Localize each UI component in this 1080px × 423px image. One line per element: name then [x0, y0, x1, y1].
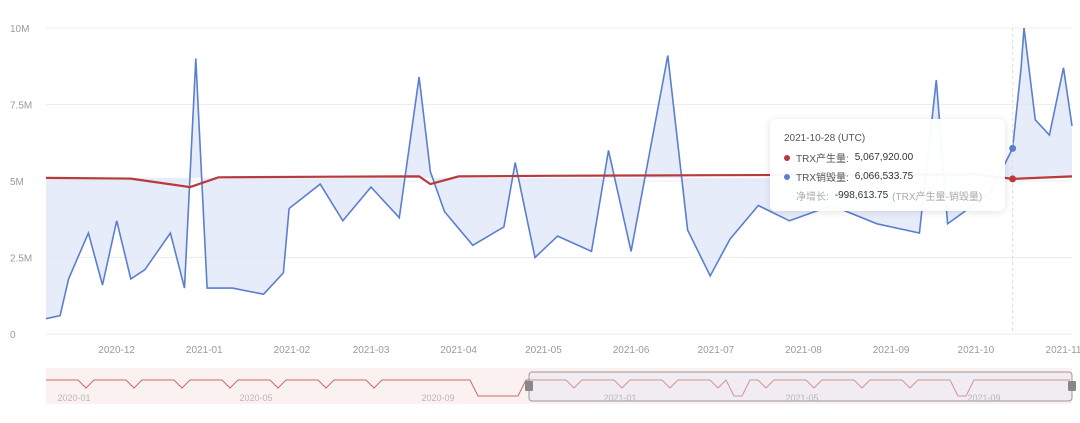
- burned-legend-dot: [784, 173, 790, 180]
- navigator-handle-right: [1068, 381, 1076, 391]
- x-tick-label: 2020-12: [98, 345, 135, 356]
- navigator-tick-label: 2021-05: [785, 393, 818, 403]
- x-tick-label: 2021-05: [525, 345, 562, 356]
- y-tick-label: 7.5M: [10, 101, 32, 112]
- x-tick-label: 2021-07: [698, 345, 735, 356]
- navigator-tick-label: 2020-09: [421, 393, 454, 403]
- x-tick-label: 2021-10: [958, 345, 995, 356]
- tooltip-row-net: 净增长: -998,613.75 (TRX产生量-销毁量): [784, 186, 991, 205]
- navigator-background: [46, 368, 1072, 404]
- navigator-line: [46, 379, 1070, 397]
- tooltip-row-produced: TRX产生量: 5,067,920.00: [784, 148, 991, 167]
- tooltip-burned-label: TRX销毁量:: [796, 173, 849, 184]
- navigator-tick-label: 2021-09: [967, 393, 1000, 403]
- x-tick-label: 2021-06: [613, 345, 650, 356]
- x-tick-label: 2021-03: [353, 345, 390, 356]
- tooltip-net-note: (TRX产生量-销毁量): [892, 192, 983, 203]
- tooltip: 2021-10-28 (UTC) TRX产生量: 5,067,920.00 TR…: [770, 119, 1005, 211]
- y-tick-label: 10M: [10, 24, 29, 35]
- hover-point-burned: [1009, 144, 1017, 152]
- produced-legend-dot: [784, 154, 790, 161]
- x-tick-label: 2021-02: [274, 345, 311, 356]
- tooltip-burned-value: 6,066,533.75: [854, 171, 914, 182]
- tooltip-produced-value: 5,067,920.00: [854, 152, 914, 163]
- y-tick-label: 0: [10, 330, 16, 341]
- hover-point-produced: [1009, 175, 1017, 183]
- navigator-handle-left: [525, 381, 533, 391]
- y-tick-label: 2.5M: [10, 254, 32, 265]
- x-tick-label: 2021-08: [785, 345, 822, 356]
- x-tick-label: 2021-04: [440, 345, 477, 356]
- x-tick-label: 2021-11: [1046, 345, 1080, 356]
- x-tick-label: 2021-09: [873, 345, 910, 356]
- x-tick-label: 2021-01: [186, 345, 223, 356]
- navigator-tick-label: 2020-05: [239, 393, 272, 403]
- tooltip-net-value: -998,613.75: [834, 190, 889, 201]
- tooltip-net-label: 净增长:: [796, 192, 829, 203]
- tooltip-date: 2021-10-28 (UTC): [784, 133, 866, 144]
- y-tick-label: 5M: [10, 177, 24, 188]
- tooltip-row-burned: TRX销毁量: 6,066,533.75: [784, 167, 991, 186]
- navigator-tick-label: 2021-01: [603, 393, 636, 403]
- tooltip-produced-label: TRX产生量:: [796, 154, 849, 165]
- navigator-tick-label: 2020-01: [57, 393, 90, 403]
